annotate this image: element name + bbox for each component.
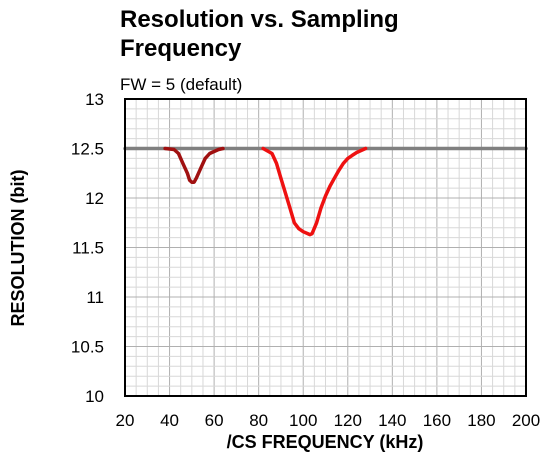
x-tick-labels: 20 40 60 80 100 120 140 160 180 200 bbox=[116, 411, 541, 430]
x-tick-label: 180 bbox=[467, 411, 495, 430]
x-tick-label: 200 bbox=[512, 411, 540, 430]
x-tick-label: 120 bbox=[334, 411, 362, 430]
y-axis-label: RESOLUTION (bit) bbox=[8, 170, 28, 327]
y-tick-label: 10 bbox=[85, 387, 104, 406]
y-tick-labels: 10 10.5 11 11.5 12 12.5 13 bbox=[71, 90, 104, 406]
x-tick-label: 20 bbox=[116, 411, 135, 430]
x-tick-label: 40 bbox=[160, 411, 179, 430]
y-tick-label: 11 bbox=[86, 288, 104, 307]
x-tick-label: 80 bbox=[249, 411, 268, 430]
x-tick-label: 160 bbox=[423, 411, 451, 430]
series-line-2 bbox=[163, 146, 225, 184]
x-tick-label: 100 bbox=[289, 411, 317, 430]
chart-title-line-1: Resolution vs. Sampling bbox=[120, 6, 399, 33]
series-layer bbox=[123, 146, 528, 237]
grid bbox=[125, 99, 526, 396]
y-tick-label: 10.5 bbox=[71, 338, 104, 357]
series-line-3 bbox=[261, 146, 368, 237]
x-tick-label: 140 bbox=[378, 411, 406, 430]
plot-frame bbox=[124, 98, 527, 397]
x-axis-label: /CS FREQUENCY (kHz) bbox=[227, 432, 424, 452]
y-tick-label: 13 bbox=[85, 90, 104, 109]
y-tick-label: 12.5 bbox=[71, 140, 104, 159]
x-tick-label: 60 bbox=[205, 411, 224, 430]
y-tick-label: 11.5 bbox=[72, 239, 104, 258]
chart-subtitle: FW = 5 (default) bbox=[120, 75, 242, 94]
y-tick-label: 12 bbox=[85, 189, 104, 208]
chart-title-line-2: Frequency bbox=[120, 35, 242, 62]
